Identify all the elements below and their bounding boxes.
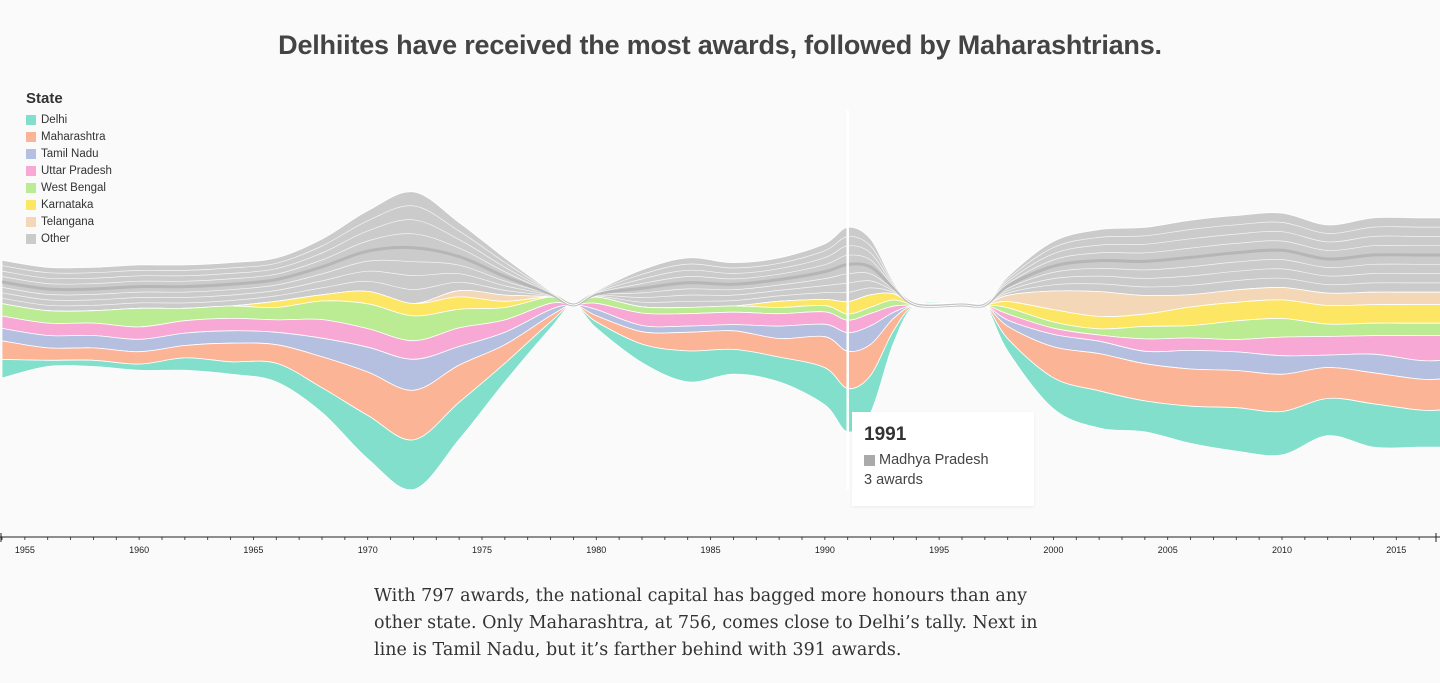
legend-label: Telangana xyxy=(41,215,95,228)
tooltip-swatch xyxy=(864,454,875,466)
tooltip: 1991 Madhya Pradesh 3 awards xyxy=(852,412,1034,506)
legend-swatch xyxy=(26,216,36,227)
caption-paragraph: With 797 awards, the national capital ha… xyxy=(374,586,1038,660)
tooltip-state: Madhya Pradesh xyxy=(879,452,989,468)
x-tick-label: 2000 xyxy=(1043,545,1063,555)
legend-item[interactable]: Maharashtra xyxy=(26,128,124,145)
stream-layers xyxy=(1,191,1440,491)
x-tick-label: 1965 xyxy=(243,545,263,555)
legend-item[interactable]: Karnataka xyxy=(26,196,124,213)
x-tick-label: 2015 xyxy=(1386,545,1406,555)
legend-label: Maharashtra xyxy=(41,130,106,143)
legend-item[interactable]: Other xyxy=(26,230,124,247)
x-axis: 1955 1960 1965 1970 1975 1980 1985 1990 1995 2000… xyxy=(0,533,1440,555)
x-tick-label: 1955 xyxy=(15,545,35,555)
legend-label: Tamil Nadu xyxy=(41,147,99,160)
tooltip-count: 3 awards xyxy=(864,472,923,488)
legend-label: Delhi xyxy=(41,113,68,126)
other-strand xyxy=(1,205,1440,308)
other-strand xyxy=(1,268,1440,307)
other-strand xyxy=(1,259,1440,307)
legend-swatch xyxy=(26,165,36,176)
legend: State Delhi Maharashtra Tamil Nadu Uttar Pr… xyxy=(18,82,124,250)
legend-swatch xyxy=(26,233,36,244)
other-strand xyxy=(1,245,1440,308)
x-tick-label: 1985 xyxy=(701,545,721,555)
legend-swatch xyxy=(26,114,36,125)
x-tick-label: 2005 xyxy=(1158,545,1178,555)
legend-item[interactable]: Delhi xyxy=(26,111,124,128)
x-tick-label: 1960 xyxy=(129,545,149,555)
legend-label: Karnataka xyxy=(41,198,94,211)
legend-swatch xyxy=(26,148,36,159)
chart-title: Delhiites have received the most awards,… xyxy=(278,30,1162,60)
tooltip-state-row: Madhya Pradesh xyxy=(864,452,1022,468)
x-tick-label: 1995 xyxy=(929,545,949,555)
other-strand xyxy=(1,219,1440,308)
legend-title: State xyxy=(26,90,63,107)
legend-label: Other xyxy=(41,232,70,245)
legend-label: West Bengal xyxy=(41,181,106,194)
legend-swatch xyxy=(26,199,36,210)
x-tick-label: 1975 xyxy=(472,545,492,555)
stream-layer-delhi[interactable] xyxy=(1,301,1440,491)
legend-item[interactable]: Uttar Pradesh xyxy=(26,162,124,179)
legend-item[interactable]: West Bengal xyxy=(26,179,124,196)
legend-label: Uttar Pradesh xyxy=(41,164,112,177)
legend-item[interactable]: Tamil Nadu xyxy=(26,145,124,162)
legend-swatch xyxy=(26,182,36,193)
x-tick-label: 1980 xyxy=(586,545,606,555)
x-tick-label: 2010 xyxy=(1272,545,1292,555)
other-strand xyxy=(1,233,1440,307)
x-tick-label: 1970 xyxy=(358,545,378,555)
other-strand xyxy=(1,277,1440,307)
legend-item[interactable]: Telangana xyxy=(26,213,124,230)
tooltip-year: 1991 xyxy=(864,424,907,445)
legend-swatch xyxy=(26,131,36,142)
x-tick-label: 1990 xyxy=(815,545,835,555)
